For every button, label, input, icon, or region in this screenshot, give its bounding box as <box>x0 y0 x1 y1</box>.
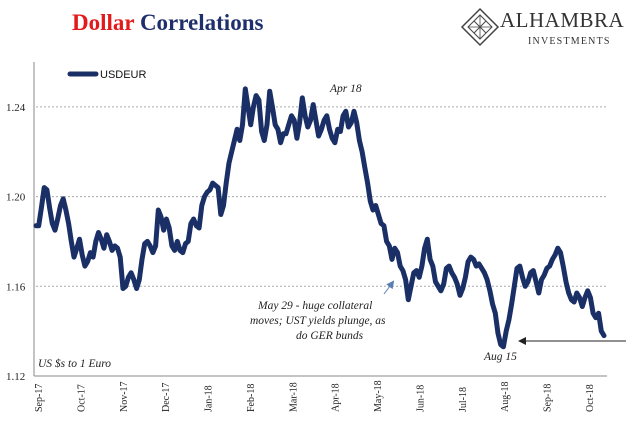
annotation-apr18: Apr 18 <box>329 83 362 95</box>
annotation-may29-line2: moves; UST yields plunge, as <box>250 315 386 327</box>
x-tick-label: May-18 <box>373 380 384 412</box>
annotation-aug15: Aug 15 <box>483 351 517 363</box>
title-part-dollar: Dollar <box>72 10 135 35</box>
x-tick-label: Sep-18 <box>543 384 554 412</box>
legend-label: USDEUR <box>100 69 147 81</box>
y-tick-label: 1.12 <box>6 371 25 383</box>
x-tick-label: Aug-18 <box>500 381 511 412</box>
diamond-lattice-icon <box>460 7 500 47</box>
x-tick-label: Oct-17 <box>76 384 87 412</box>
y-tick-label: 1.20 <box>6 192 26 204</box>
x-tick-label: Sep-17 <box>34 384 45 412</box>
x-tick-label: Feb-18 <box>246 384 257 412</box>
title-part-correlations: Correlations <box>139 10 264 35</box>
y-tick-label: 1.16 <box>6 281 26 293</box>
annotation-may29-line1: May 29 - huge collateral <box>257 300 372 312</box>
chart-title: Dollar Correlations <box>72 10 263 36</box>
logo-subtitle: INVESTMENTS <box>528 36 611 47</box>
x-tick-labels: Sep-17 Oct-17 Nov-17 Dec-17 Jan-18 Feb-18 Mar-… <box>34 380 596 412</box>
logo-name: ALHAMBRA <box>500 8 625 32</box>
series-line-usdeur <box>33 86 607 350</box>
x-tick-label: Nov-17 <box>119 381 130 412</box>
unit-note: US $s to 1 Euro <box>38 357 111 370</box>
grid-lines <box>36 106 607 287</box>
x-tick-label: Apr-18 <box>331 383 342 412</box>
annotation-may29-line3: do GER bunds <box>296 330 364 342</box>
x-tick-label: Dec-17 <box>161 383 172 412</box>
x-tick-label: Jul-18 <box>458 387 469 412</box>
x-tick-label: Oct-18 <box>585 384 596 412</box>
y-tick-labels: 1.12 1.16 1.20 1.24 <box>6 102 26 383</box>
x-tick-label: Jan-18 <box>204 385 215 412</box>
legend: USDEUR <box>67 69 147 81</box>
y-tick-label: 1.24 <box>6 102 26 114</box>
x-tick-label: Jun-18 <box>415 385 426 412</box>
annotation-may29-arrow <box>383 280 395 295</box>
series-group <box>33 86 607 350</box>
x-tick-label: Mar-18 <box>288 382 299 412</box>
